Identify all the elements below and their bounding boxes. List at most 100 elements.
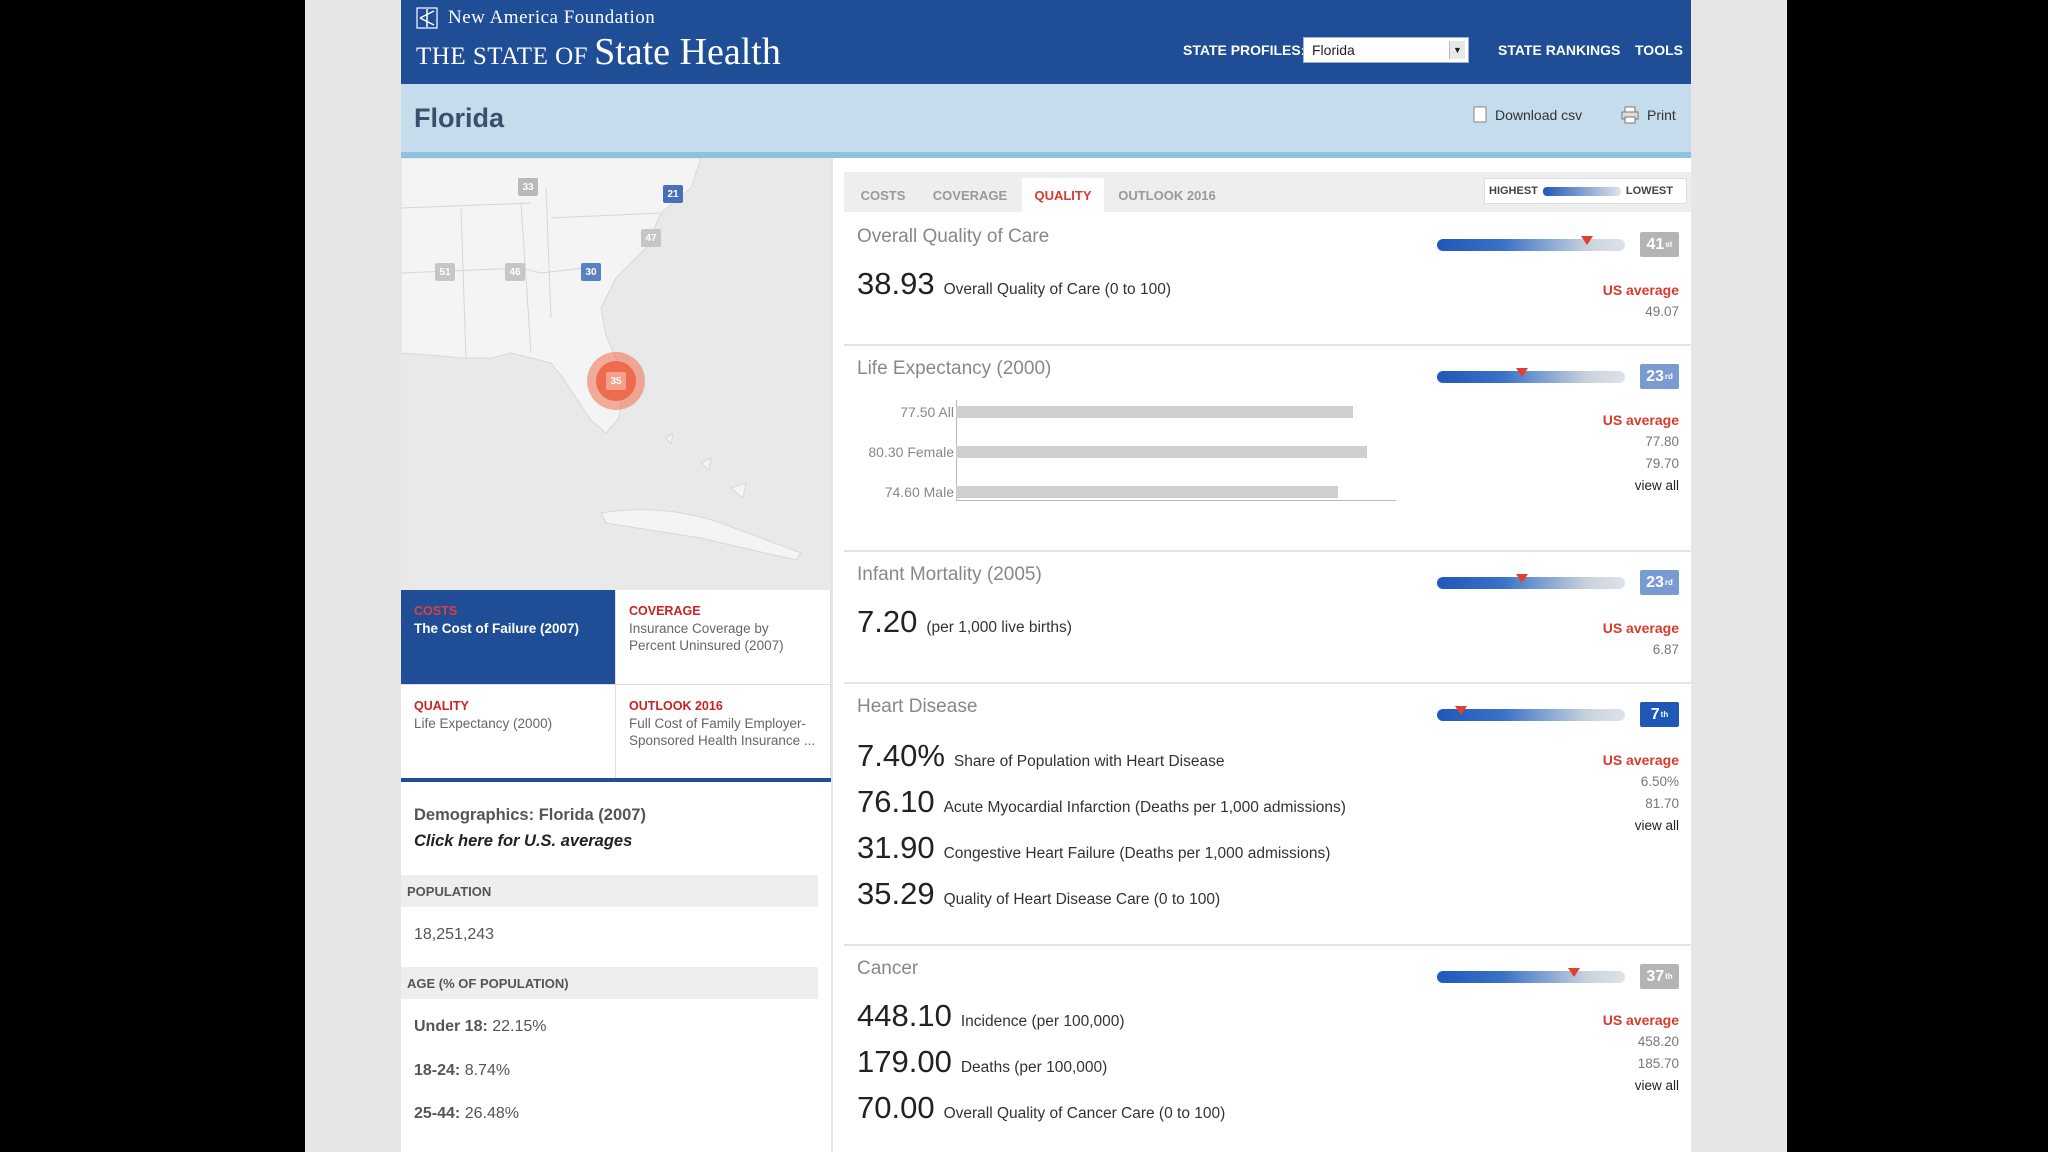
legend-highest: HIGHEST [1489, 185, 1538, 197]
us-average-label: US average [1602, 620, 1679, 636]
metric-label: Quality of Heart Disease Care (0 to 100) [943, 891, 1221, 908]
age-row: Under 18: 22.15% [414, 1018, 547, 1036]
card-outlook[interactable]: OUTLOOK 2016 Full Cost of Family Employe… [616, 685, 831, 780]
us-average-label: US average [1602, 412, 1679, 428]
metric-value: 70.00 [857, 1090, 935, 1125]
population-header: POPULATION [401, 875, 818, 907]
view-all-link[interactable]: view all [1634, 818, 1679, 833]
legend-lowest: LOWEST [1625, 185, 1673, 197]
us-average-value: 458.20 [1637, 1034, 1679, 1049]
tab-quality[interactable]: QUALITY [1022, 178, 1104, 212]
us-average-value: 49.07 [1645, 304, 1679, 319]
state-profile-select[interactable]: Florida ▼ [1303, 37, 1469, 63]
section-title: Infant Mortality (2005) [857, 564, 1042, 585]
download-csv-label: Download csv [1495, 106, 1583, 123]
cards-divider [401, 778, 831, 782]
download-csv-button[interactable]: Download csv [1473, 106, 1582, 123]
state-map[interactable]: 33 21 47 51 46 30 35 [401, 158, 831, 590]
rank-suffix: rd [1664, 372, 1673, 381]
tab-costs[interactable]: COSTS [848, 178, 918, 212]
view-all-link[interactable]: view all [1634, 478, 1679, 493]
card-costs[interactable]: COSTS The Cost of Failure (2007) [401, 590, 616, 685]
map-state-badge[interactable]: 51 [435, 263, 455, 281]
section-title: Heart Disease [857, 696, 978, 717]
rank-marker [1515, 574, 1528, 583]
us-average-value: 81.70 [1645, 796, 1679, 811]
us-average-label: US average [1602, 1012, 1679, 1028]
metric-value: 7.40% [857, 738, 945, 773]
card-kicker: COSTS [414, 604, 458, 618]
legend-gradient [1542, 186, 1621, 196]
nav-state-rankings[interactable]: STATE RANKINGS [1498, 42, 1621, 58]
map-state-badge[interactable]: 47 [641, 229, 661, 247]
selected-state-marker[interactable]: 35 [587, 352, 645, 410]
age-row: 25-44: 26.48% [414, 1105, 519, 1123]
life-bar[interactable] [956, 486, 1339, 498]
rank-number: 23 [1646, 367, 1664, 385]
map-state-badge[interactable]: 30 [581, 263, 601, 281]
page: New America Foundation THE STATE OF State… [401, 0, 1691, 1152]
metric-label: Acute Myocardial Infarction (Deaths per … [943, 799, 1346, 816]
document-icon [1473, 106, 1487, 123]
rank-suffix: rd [1664, 578, 1673, 587]
nav-tools[interactable]: TOOLS [1635, 42, 1683, 58]
state-select-value: Florida [1312, 42, 1355, 58]
age-label: 25-44: [414, 1105, 461, 1122]
section-title: Cancer [857, 958, 919, 979]
metric-row: 179.00 Deaths (per 100,000) [857, 1044, 1107, 1080]
metric-row: 76.10 Acute Myocardial Infarction (Deaths… [857, 784, 1346, 820]
metric-label: Overall Quality of Cancer Care (0 to 100… [943, 1105, 1226, 1122]
us-average-label: US average [1602, 282, 1679, 298]
card-kicker: QUALITY [414, 699, 469, 713]
age-value: 26.48% [464, 1105, 519, 1122]
us-average-value: 79.70 [1645, 456, 1679, 471]
chevron-down-icon[interactable]: ▼ [1449, 41, 1465, 59]
print-label: Print [1647, 107, 1676, 123]
map-state-badge[interactable]: 33 [518, 178, 538, 196]
age-value: 8.74% [464, 1062, 511, 1079]
card-text: The Cost of Failure (2007) [414, 621, 580, 636]
map-state-badge[interactable]: 21 [663, 185, 683, 203]
rank-bar [1437, 574, 1625, 589]
map-state-badge[interactable]: 46 [505, 263, 525, 281]
metric-value: 76.10 [857, 784, 935, 819]
metric-row: 31.90 Congestive Heart Failure (Deaths pe… [857, 830, 1330, 866]
card-text: Insurance Coverage by Percent Uninsured … [629, 621, 784, 653]
life-bar[interactable] [956, 406, 1353, 418]
card-coverage[interactable]: COVERAGE Insurance Coverage by Percent U… [616, 590, 831, 685]
tab-coverage[interactable]: COVERAGE [924, 178, 1016, 212]
demographics-title: Demographics: Florida (2007) [414, 806, 646, 824]
metric-row: 38.93 Overall Quality of Care (0 to 100) [857, 266, 1171, 302]
card-kicker: OUTLOOK 2016 [629, 699, 723, 713]
org-logo[interactable]: New America Foundation [416, 5, 655, 31]
life-bar[interactable] [956, 446, 1368, 458]
site-header: New America Foundation THE STATE OF State… [401, 0, 1691, 84]
rank-bar [1437, 236, 1625, 251]
print-button[interactable]: Print [1621, 106, 1676, 124]
site-title[interactable]: THE STATE OF State Health [416, 30, 781, 74]
title-bar-underline [401, 152, 1691, 158]
card-quality[interactable]: QUALITY Life Expectancy (2000) [401, 685, 616, 780]
view-all-link[interactable]: view all [1634, 1078, 1679, 1093]
state-profiles-label: STATE PROFILES: [1183, 42, 1306, 58]
life-bar-label: 74.60 Male [884, 484, 954, 500]
card-kicker: COVERAGE [629, 604, 701, 618]
rank-legend: HIGHEST LOWEST [1484, 178, 1687, 204]
metric-label: Overall Quality of Care (0 to 100) [943, 281, 1172, 298]
tab-outlook-2016[interactable]: OUTLOOK 2016 [1110, 178, 1224, 212]
metric-row: 448.10 Incidence (per 100,000) [857, 998, 1125, 1034]
rank-number: 7 [1650, 705, 1660, 723]
metric-value: 448.10 [857, 998, 952, 1033]
us-averages-link[interactable]: Click here for U.S. averages [414, 832, 633, 850]
rank-marker [1568, 968, 1581, 977]
metric-value: 7.20 [857, 604, 918, 639]
metric-label: Share of Population with Heart Disease [953, 753, 1225, 770]
page-title: Florida [414, 103, 505, 133]
us-average-label: US average [1602, 752, 1679, 768]
